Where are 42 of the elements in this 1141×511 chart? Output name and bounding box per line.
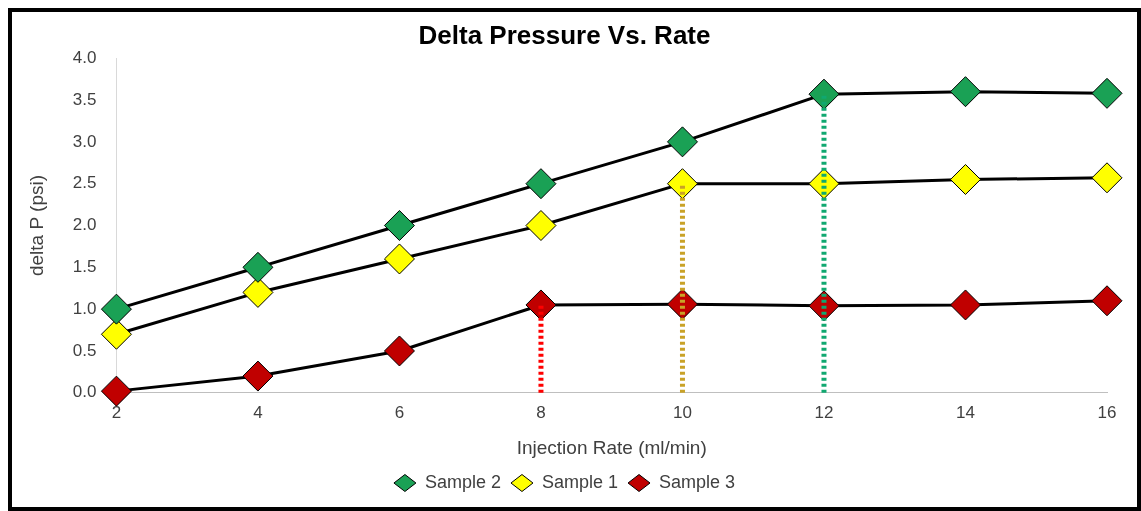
y-tick-label: 1.0 bbox=[72, 298, 97, 318]
point bbox=[525, 210, 557, 241]
point bbox=[100, 375, 132, 407]
point bbox=[666, 168, 698, 200]
point bbox=[525, 289, 557, 321]
point bbox=[949, 289, 981, 321]
point bbox=[383, 243, 415, 275]
point bbox=[383, 210, 415, 241]
y-tick-label: 2.0 bbox=[72, 215, 97, 235]
point bbox=[949, 163, 981, 195]
point bbox=[383, 335, 415, 367]
x-tick-label: 4 bbox=[253, 402, 263, 422]
x-tick-label: 12 bbox=[814, 402, 834, 422]
x-tick-label: 14 bbox=[956, 402, 975, 422]
y-axis-title: delta P (psi) bbox=[25, 174, 47, 277]
legend-label: Sample 3 bbox=[659, 471, 736, 492]
y-tick-label: 0.5 bbox=[72, 340, 97, 360]
point bbox=[242, 360, 274, 392]
point bbox=[525, 168, 557, 200]
y-tick-label: 2.5 bbox=[72, 173, 97, 193]
y-tick-label: 0.0 bbox=[72, 382, 97, 402]
x-tick-label: 6 bbox=[394, 402, 405, 422]
x-axis-title: Injection Rate (ml/min) bbox=[516, 436, 707, 458]
point bbox=[100, 293, 132, 325]
x-tick-label: 16 bbox=[1097, 402, 1117, 422]
legend-label: Sample 1 bbox=[541, 471, 619, 492]
point bbox=[242, 251, 274, 283]
point bbox=[666, 126, 698, 158]
point bbox=[1091, 162, 1123, 194]
y-tick-label: 4.0 bbox=[72, 47, 97, 67]
x-tick-label: 2 bbox=[111, 402, 122, 422]
legend-label: Sample 2 bbox=[424, 471, 501, 492]
point bbox=[1091, 77, 1123, 109]
y-tick-label: 1.5 bbox=[72, 257, 97, 277]
y-tick-label: 3.5 bbox=[72, 89, 97, 109]
point bbox=[949, 76, 981, 108]
chart-title: Delta Pressure Vs. Rate bbox=[418, 19, 711, 50]
y-tick-label: 3.0 bbox=[72, 131, 97, 151]
x-tick-label: 10 bbox=[673, 402, 692, 422]
x-tick-label: 8 bbox=[536, 402, 546, 422]
point bbox=[1091, 285, 1123, 317]
point bbox=[808, 78, 840, 110]
